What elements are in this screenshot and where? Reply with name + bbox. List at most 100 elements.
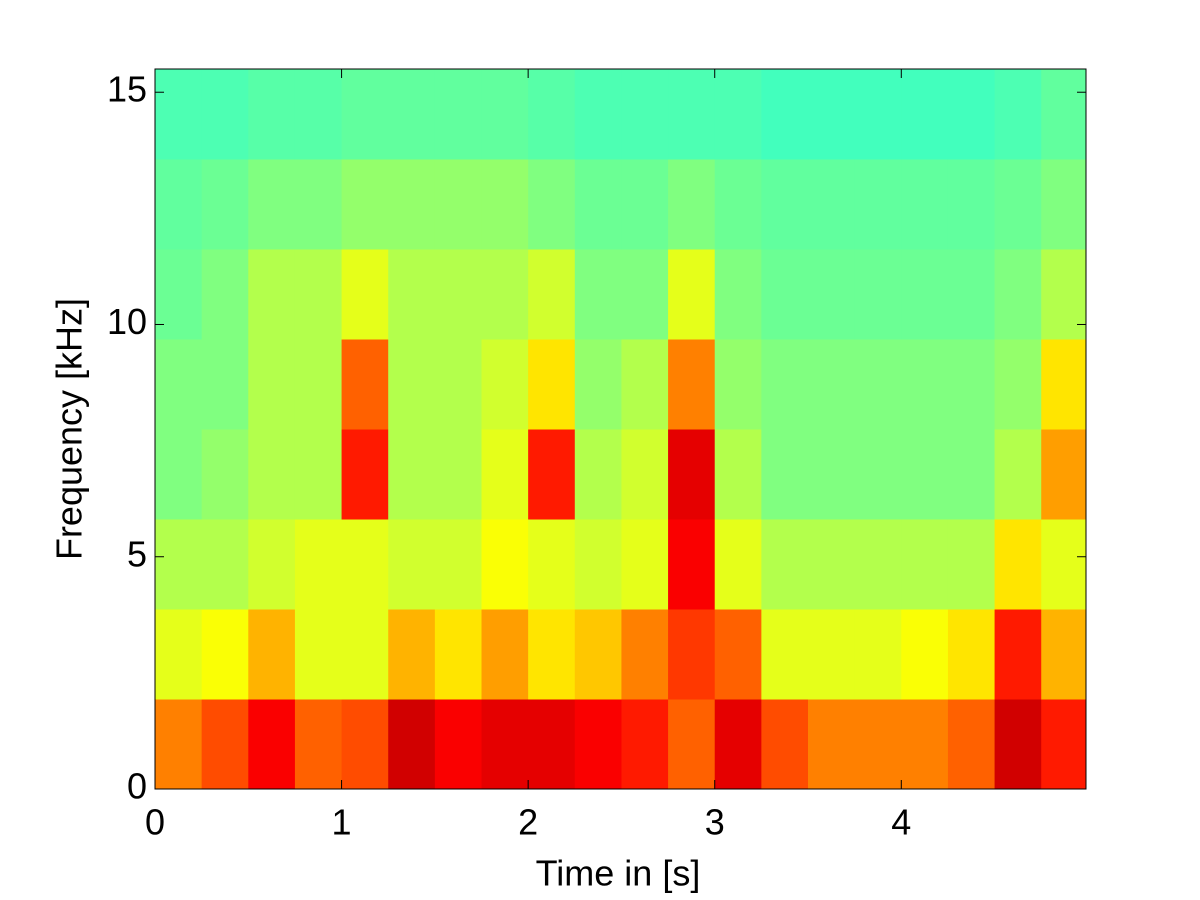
spectrogram-cell: [994, 609, 1042, 700]
spectrogram-cell: [248, 519, 296, 610]
spectrogram-cell: [248, 69, 296, 160]
spectrogram-cell: [761, 519, 809, 610]
spectrogram-cell: [574, 339, 622, 430]
y-tick-label: 5: [127, 533, 147, 574]
x-tick-label: 0: [145, 802, 165, 843]
spectrogram-cell: [155, 519, 203, 610]
spectrogram-cell: [901, 609, 949, 700]
spectrogram-cell: [854, 699, 902, 790]
spectrogram-cell: [808, 69, 856, 160]
spectrogram-cell: [388, 339, 436, 430]
spectrogram-cell: [621, 519, 669, 610]
spectrogram-cell: [201, 249, 249, 340]
spectrogram-cell: [854, 429, 902, 520]
spectrogram-cell: [388, 609, 436, 700]
spectrogram-cell: [574, 429, 622, 520]
spectrogram-cell: [621, 429, 669, 520]
spectrogram-cell: [155, 249, 203, 340]
spectrogram-cell: [481, 519, 529, 610]
y-tick-label: 15: [107, 69, 147, 110]
spectrogram-cell: [761, 609, 809, 700]
spectrogram-cell: [155, 69, 203, 160]
spectrogram-cell: [714, 159, 762, 250]
spectrogram-cell: [761, 69, 809, 160]
x-tick-label: 4: [891, 802, 911, 843]
spectrogram-cell: [994, 69, 1042, 160]
spectrogram-cell: [761, 159, 809, 250]
spectrogram-cell: [155, 429, 203, 520]
spectrogram-cell: [201, 339, 249, 430]
spectrogram-cell: [854, 609, 902, 700]
spectrogram-cell: [668, 609, 716, 700]
spectrogram-cell: [341, 609, 389, 700]
spectrogram-cell: [668, 339, 716, 430]
spectrogram-cell: [388, 249, 436, 340]
spectrogram-cell: [854, 69, 902, 160]
spectrogram-cell: [528, 69, 576, 160]
spectrogram-cell: [201, 159, 249, 250]
spectrogram-cell: [621, 249, 669, 340]
spectrogram-cell: [201, 69, 249, 160]
spectrogram-cell: [994, 339, 1042, 430]
spectrogram-cell: [248, 159, 296, 250]
spectrogram-cell: [994, 429, 1042, 520]
spectrogram-cell: [668, 699, 716, 790]
spectrogram-cell: [1041, 699, 1087, 790]
spectrogram-cell: [434, 69, 483, 160]
spectrogram-cell: [248, 699, 296, 790]
spectrogram-cell: [294, 609, 343, 700]
x-axis-label: Time in [s]: [536, 853, 701, 894]
spectrogram-cell: [574, 699, 622, 790]
spectrogram-cell: [947, 249, 996, 340]
spectrogram-cell: [434, 339, 483, 430]
y-axis-label: Frequency [kHz]: [49, 298, 90, 560]
spectrogram-cell: [714, 339, 762, 430]
spectrogram-cell: [341, 159, 389, 250]
spectrogram-cell: [294, 69, 343, 160]
spectrogram-cell: [947, 699, 996, 790]
spectrogram-cell: [574, 249, 622, 340]
spectrogram-cell: [248, 249, 296, 340]
spectrogram-cell: [481, 159, 529, 250]
spectrogram-cell: [201, 699, 249, 790]
spectrogram-cell: [621, 69, 669, 160]
spectrogram-cell: [248, 339, 296, 430]
spectrogram-cell: [155, 339, 203, 430]
spectrogram-cell: [1041, 609, 1087, 700]
spectrogram-cell: [808, 519, 856, 610]
spectrogram-cell: [481, 699, 529, 790]
spectrogram-cell: [528, 339, 576, 430]
spectrogram-cell: [574, 69, 622, 160]
plot-frame: [154, 68, 1087, 790]
spectrogram-cell: [994, 159, 1042, 250]
spectrogram-cell: [668, 429, 716, 520]
spectrogram-cell: [947, 429, 996, 520]
x-tick-label: 1: [332, 802, 352, 843]
spectrogram-cell: [294, 429, 343, 520]
spectrogram-cell: [388, 519, 436, 610]
spectrogram-cell: [155, 699, 203, 790]
spectrogram-cell: [434, 699, 483, 790]
x-tick-label: 3: [705, 802, 725, 843]
spectrogram-cell: [901, 159, 949, 250]
spectrogram-cell: [574, 519, 622, 610]
spectrogram-cell: [388, 699, 436, 790]
spectrogram-cell: [1041, 339, 1087, 430]
spectrogram-cell: [947, 609, 996, 700]
spectrogram-cell: [341, 339, 389, 430]
spectrogram-cell: [714, 429, 762, 520]
spectrogram-cell: [808, 159, 856, 250]
spectrogram-cell: [155, 159, 203, 250]
spectrogram-cell: [481, 339, 529, 430]
spectrogram-cell: [1041, 69, 1087, 160]
y-tick-label: 0: [127, 766, 147, 807]
spectrogram-cell: [294, 339, 343, 430]
spectrogram-cell: [294, 159, 343, 250]
spectrogram-cell: [528, 699, 576, 790]
spectrogram-cell: [201, 609, 249, 700]
spectrogram-cell: [528, 429, 576, 520]
spectrogram-cell: [434, 249, 483, 340]
spectrogram-cell: [248, 609, 296, 700]
